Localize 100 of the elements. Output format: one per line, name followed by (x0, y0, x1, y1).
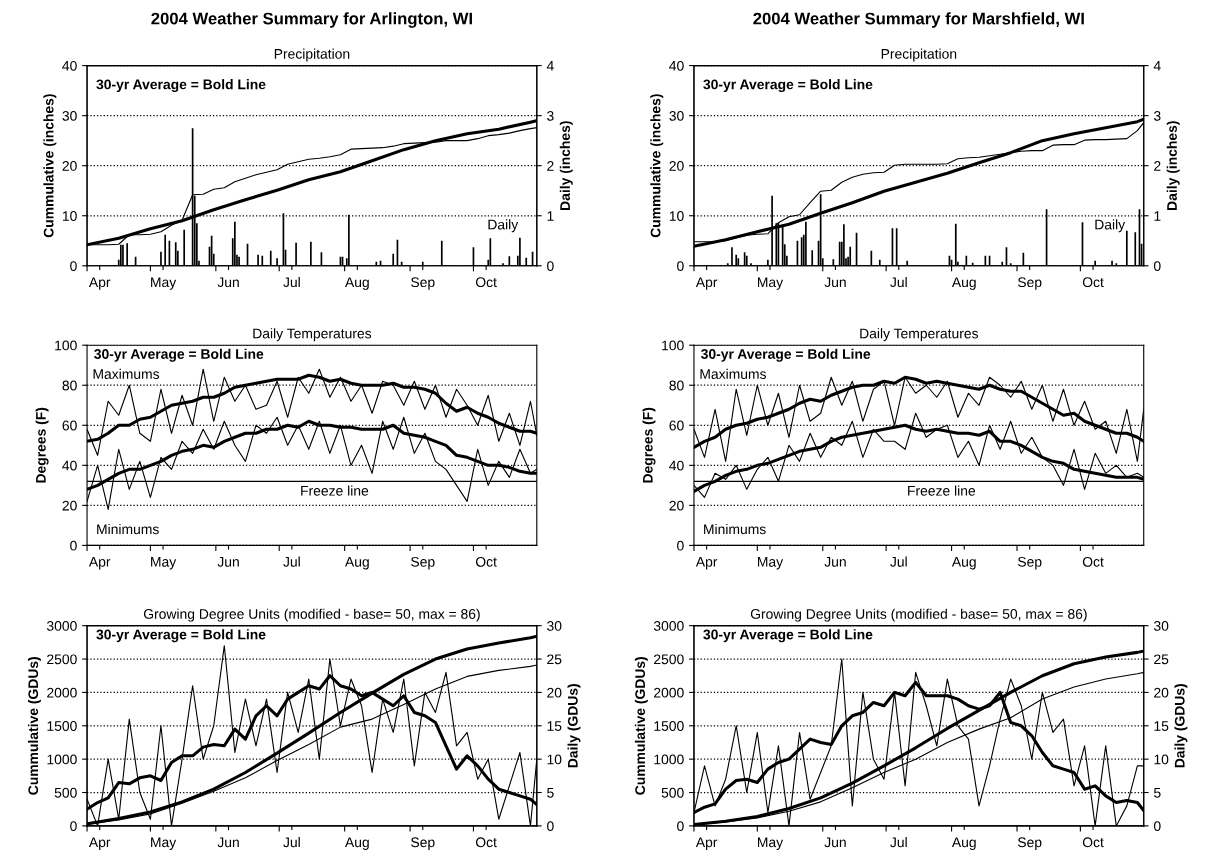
x-tick-label: Apr (695, 277, 718, 290)
y2-tick-label: 20 (547, 687, 562, 698)
annotation: Daily (488, 219, 519, 233)
y-axis-title: Cummulative (GDUs) (634, 657, 648, 795)
y-tick-label: 0 (677, 261, 684, 271)
y2-axis-title: Daily (inches) (1166, 121, 1180, 210)
y-tick-label: 80 (669, 380, 684, 391)
chart-subtitle: Precipitation (274, 48, 350, 62)
annotation: 30-yr Average = Bold Line (96, 629, 266, 643)
y2-tick-label: 30 (547, 621, 562, 631)
x-tick-label: Jul (890, 276, 907, 288)
y-tick-label: 1000 (654, 754, 684, 765)
y-tick-label: 0 (677, 821, 684, 832)
y-tick-label: 2500 (654, 654, 684, 665)
x-tick-label: May (151, 277, 177, 290)
y2-tick-label: 3 (1153, 110, 1161, 121)
y-tick-label: 40 (62, 460, 77, 471)
x-tick-label: May (758, 277, 784, 290)
x-tick-label: Jun (217, 557, 239, 567)
annotation: Maximums (700, 368, 766, 379)
y-tick-label: 20 (669, 500, 684, 511)
chart-subtitle: Precipitation (881, 48, 957, 62)
x-tick-label: Jul (283, 837, 300, 848)
x-tick-label: Sep (1017, 556, 1042, 570)
y2-tick-label: 0 (547, 261, 554, 271)
x-tick-label: Aug (951, 837, 976, 850)
annotation: Minimums (704, 523, 766, 535)
y-tick-label: 2000 (47, 687, 77, 698)
y2-tick-label: 25 (1154, 654, 1169, 665)
y2-tick-label: 1 (1154, 211, 1161, 221)
y-axis-title: Cummulative (inches) (650, 94, 664, 238)
y-tick-label: 0 (70, 261, 77, 271)
y-axis-title: Cummulative (inches) (43, 94, 57, 238)
y-tick-label: 500 (54, 787, 77, 798)
x-tick-label: Oct (1082, 277, 1104, 288)
y2-tick-label: 15 (547, 721, 562, 731)
x-tick-label: Aug (951, 277, 976, 290)
y2-tick-label: 2 (547, 161, 554, 171)
x-tick-label: Sep (1017, 837, 1042, 850)
y2-tick-label: 25 (547, 654, 562, 665)
y-tick-label: 20 (62, 161, 77, 171)
x-tick-label: Oct (475, 837, 497, 848)
annotation: 30-yr Average = Bold Line (96, 79, 266, 93)
x-tick-label: May (758, 557, 784, 570)
x-tick-label: Oct (475, 277, 497, 288)
y-tick-label: 40 (62, 60, 77, 71)
x-tick-label: Apr (88, 557, 111, 570)
x-tick-label: Jun (217, 277, 239, 288)
annotation: Minimums (97, 523, 159, 535)
annotation: Maximums (93, 368, 160, 379)
x-tick-label: Aug (344, 837, 369, 850)
annotation: Daily (1095, 219, 1126, 233)
y-tick-label: 60 (669, 420, 684, 431)
x-tick-label: Apr (695, 837, 718, 850)
y2-tick-label: 0 (1153, 261, 1161, 271)
ref-line-label: Freeze line (301, 485, 369, 496)
y-axis-title: Cummulative (GDUs) (27, 657, 41, 795)
y2-tick-label: 0 (547, 821, 554, 832)
x-tick-label: Aug (344, 277, 369, 290)
y-tick-label: 30 (62, 110, 77, 121)
y-tick-label: 3000 (46, 621, 77, 631)
x-tick-label: Sep (411, 837, 435, 850)
chart-title: Growing Degree Units (modified - base= 50, max = 86) (750, 608, 1087, 622)
annotation: 30-yr Average = Bold Line (94, 348, 264, 362)
x-tick-label: Aug (344, 557, 369, 570)
y-tick-label: 1000 (47, 754, 77, 765)
y-tick-label: 100 (55, 340, 77, 351)
y-tick-label: 0 (70, 540, 77, 551)
chart-title: 2004 Weather Summary for Arlington, WI (151, 12, 472, 28)
x-tick-label: Oct (475, 556, 497, 567)
y-tick-label: 2500 (47, 654, 77, 665)
x-tick-label: Jul (283, 556, 300, 567)
y2-tick-label: 1 (547, 211, 554, 221)
y2-tick-label: 4 (1153, 61, 1161, 71)
y-axis-title: Degrees (F) (642, 407, 656, 483)
y-tick-label: 40 (669, 60, 684, 71)
ref-line-label: Freeze line (908, 485, 976, 496)
y2-tick-label: 5 (1153, 788, 1161, 798)
x-tick-label: Jul (890, 837, 907, 848)
chart-title: Growing Degree Units (modified - base= 50, max = 86) (143, 608, 480, 622)
x-tick-label: Apr (695, 557, 718, 570)
y-tick-label: 30 (669, 110, 684, 121)
y-tick-label: 1500 (654, 721, 684, 731)
x-tick-label: Jun (824, 277, 846, 288)
y2-tick-label: 10 (1154, 754, 1169, 765)
y2-tick-label: 0 (1153, 821, 1161, 832)
y2-tick-label: 4 (546, 61, 554, 71)
x-tick-label: Sep (411, 556, 435, 570)
y2-tick-label: 10 (547, 754, 562, 765)
y2-tick-label: 3 (547, 110, 554, 121)
annotation: 30-yr Average = Bold Line (703, 79, 873, 93)
x-tick-label: May (151, 557, 177, 570)
chart-title: 2004 Weather Summary for Marshfield, WI (753, 12, 1084, 28)
y-tick-label: 2000 (654, 687, 684, 698)
annotation: 30-yr Average = Bold Line (703, 629, 873, 643)
x-tick-label: Jul (890, 556, 907, 567)
y2-tick-label: 30 (1153, 621, 1169, 631)
x-tick-label: Jun (217, 837, 239, 848)
y-tick-label: 0 (70, 821, 77, 832)
x-tick-label: Jun (824, 837, 846, 848)
